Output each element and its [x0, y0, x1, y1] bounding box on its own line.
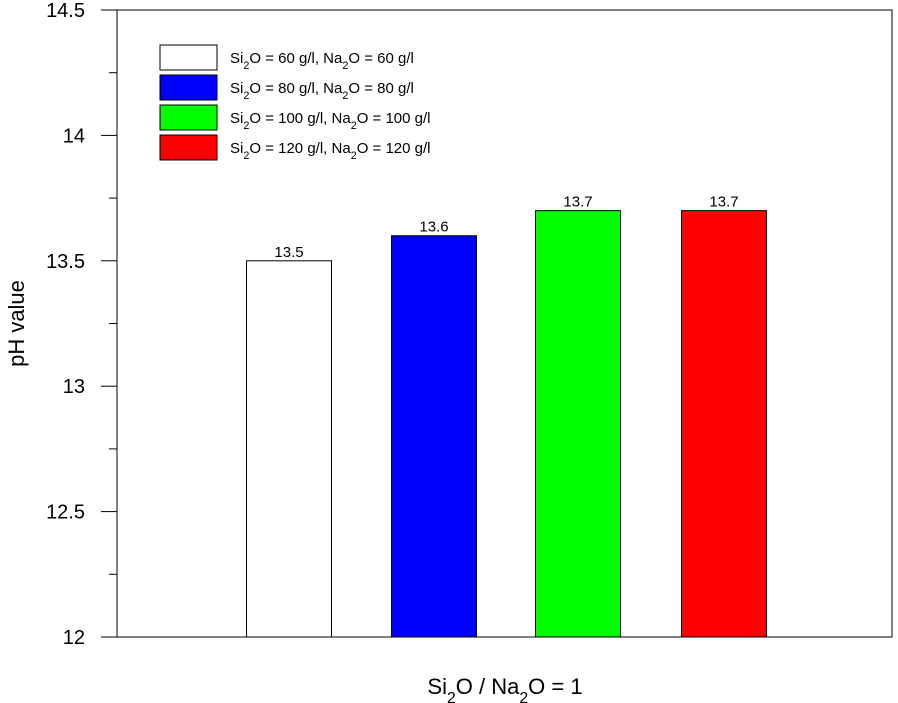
legend-entry: Si2O = 80 g/l, Na2O = 80 g/l — [230, 80, 414, 102]
bar — [535, 210, 621, 638]
bar — [246, 260, 332, 638]
bar-data-label: 13.6 — [419, 219, 448, 236]
legend-entry: Si2O = 120 g/l, Na2O = 120 g/l — [230, 140, 431, 162]
legend-swatch — [159, 134, 218, 161]
bar-data-label: 13.7 — [563, 194, 592, 211]
y-tick-label: 14 — [63, 125, 85, 147]
y-tick-label: 13 — [63, 376, 85, 398]
legend-swatch — [159, 44, 218, 71]
bar — [391, 235, 477, 638]
bar-data-label: 13.7 — [709, 194, 738, 211]
plot-frame — [116, 9, 893, 638]
y-axis-title: pH value — [4, 280, 29, 367]
x-axis-title: Si2O / Na2O = 1 — [427, 674, 582, 703]
y-tick-label: 12.5 — [46, 502, 85, 524]
legend-entry: Si2O = 60 g/l, Na2O = 60 g/l — [230, 50, 414, 72]
y-tick-label: 12 — [63, 627, 85, 649]
y-tick-label: 13.5 — [46, 251, 85, 273]
legend-swatch — [159, 74, 218, 101]
bar-data-label: 13.5 — [274, 244, 303, 261]
y-tick-label: 14.5 — [46, 0, 85, 22]
legend-entry: Si2O = 100 g/l, Na2O = 100 g/l — [230, 110, 431, 132]
legend-swatch — [159, 104, 218, 131]
bar — [681, 210, 767, 638]
